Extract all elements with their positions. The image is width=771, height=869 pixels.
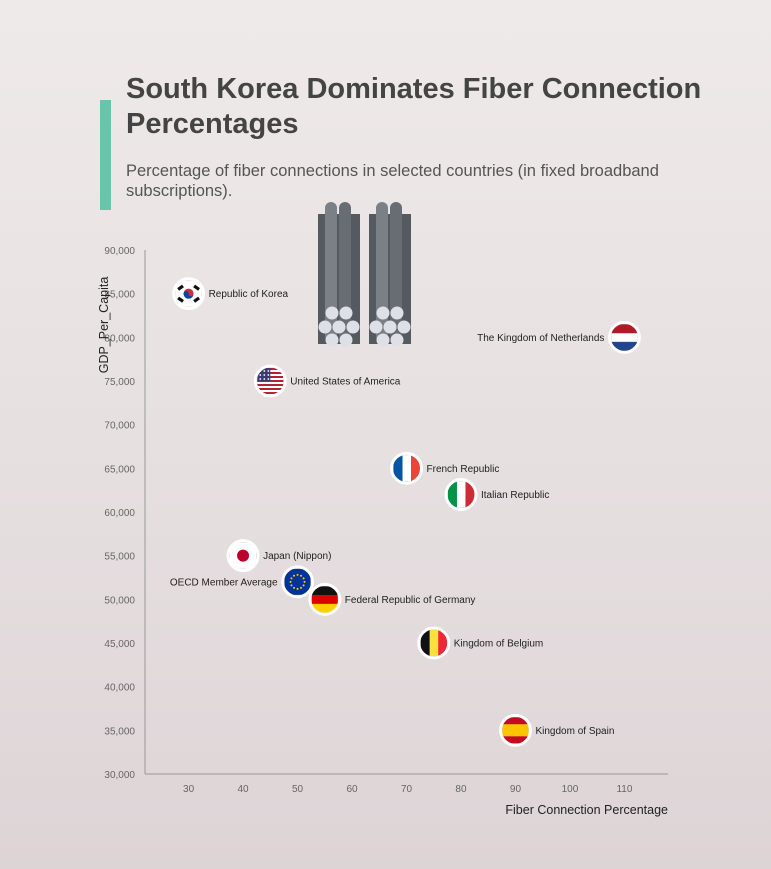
accent-bar — [100, 100, 111, 210]
fiber-end — [369, 320, 383, 334]
fiber-end — [339, 306, 353, 320]
point-label: Republic of Korea — [209, 289, 289, 300]
x-tick-label: 70 — [401, 784, 413, 795]
spain-flag-icon — [498, 713, 532, 747]
fiber-end — [318, 320, 332, 334]
japan-flag-icon — [226, 539, 260, 573]
italy-flag-icon — [444, 478, 478, 512]
fiber-end — [332, 320, 346, 334]
point-label: Japan (Nippon) — [263, 551, 331, 562]
fiber-end — [339, 333, 353, 347]
fiber-end — [376, 306, 390, 320]
y-tick-label: 30,000 — [104, 770, 135, 781]
point-label: OECD Member Average — [170, 577, 278, 588]
y-tick-label: 70,000 — [104, 421, 135, 432]
data-point-belgium — [417, 626, 451, 660]
y-tick-label: 80,000 — [104, 333, 135, 344]
y-tick-label: 60,000 — [104, 508, 135, 519]
netherlands-flag-icon — [607, 320, 641, 354]
eu-flag-icon — [281, 565, 315, 599]
fiber-end — [346, 320, 360, 334]
y-tick-label: 75,000 — [104, 377, 135, 388]
data-point-france — [390, 451, 423, 485]
x-tick-label: 60 — [346, 784, 358, 795]
y-tick-label: 65,000 — [104, 464, 135, 475]
belgium-flag-icon — [417, 626, 451, 660]
data-point-korea — [172, 277, 206, 311]
data-point-germany — [308, 582, 342, 616]
data-points: Republic of Korea The Kingdom of Netherla… — [170, 277, 641, 747]
fiber-end — [325, 333, 339, 347]
data-point-netherlands — [607, 320, 641, 354]
germany-flag-icon — [308, 582, 342, 616]
x-tick-label: 80 — [455, 784, 467, 795]
page-title: South Korea Dominates Fiber Connection P… — [126, 73, 702, 140]
y-tick-label: 45,000 — [104, 639, 135, 650]
y-tick-label: 50,000 — [104, 595, 135, 606]
data-point-italy — [444, 478, 478, 512]
fiber-end — [390, 306, 404, 320]
fiber-end — [325, 306, 339, 320]
x-tick-label: 30 — [183, 784, 195, 795]
page-subtitle: Percentage of fiber connections in selec… — [126, 162, 659, 200]
point-label: French Republic — [427, 464, 500, 475]
data-point-spain — [498, 713, 532, 747]
y-tick-label: 85,000 — [104, 290, 135, 301]
y-tick-label: 90,000 — [104, 246, 135, 257]
data-point-japan — [226, 539, 260, 573]
data-point-eu — [281, 565, 315, 599]
data-point-usa — [253, 364, 287, 398]
point-label: United States of America — [290, 377, 400, 388]
y-tick-label: 40,000 — [104, 683, 135, 694]
x-tick-label: 100 — [562, 784, 579, 795]
y-axis-title: GDP_Per_Capita — [97, 277, 111, 374]
korea-flag-icon — [172, 277, 206, 311]
point-label: Kingdom of Spain — [535, 726, 614, 737]
fiber-end — [376, 333, 390, 347]
x-tick-label: 40 — [238, 784, 250, 795]
point-label: Federal Republic of Germany — [345, 595, 476, 606]
x-tick-label: 50 — [292, 784, 304, 795]
fiber-cable-illustration — [318, 202, 411, 347]
x-axis-ticks: 30 40 50 60 70 80 90 100 110 — [183, 784, 633, 795]
point-label: Italian Republic — [481, 490, 549, 501]
x-axis-title: Fiber Connection Percentage — [505, 803, 668, 817]
fiber-end — [397, 320, 411, 334]
y-axis-ticks: 30,000 35,000 40,000 45,000 50,000 55,000 60,0… — [104, 246, 135, 781]
point-label: The Kingdom of Netherlands — [477, 333, 604, 344]
y-tick-label: 35,000 — [104, 726, 135, 737]
fiber-end — [383, 320, 397, 334]
fiber-end — [390, 333, 404, 347]
x-tick-label: 110 — [616, 784, 632, 795]
y-tick-label: 55,000 — [104, 552, 135, 563]
usa-flag-icon — [253, 364, 287, 398]
point-label: Kingdom of Belgium — [454, 639, 544, 650]
x-tick-label: 90 — [510, 784, 522, 795]
france-flag-icon — [390, 451, 423, 485]
